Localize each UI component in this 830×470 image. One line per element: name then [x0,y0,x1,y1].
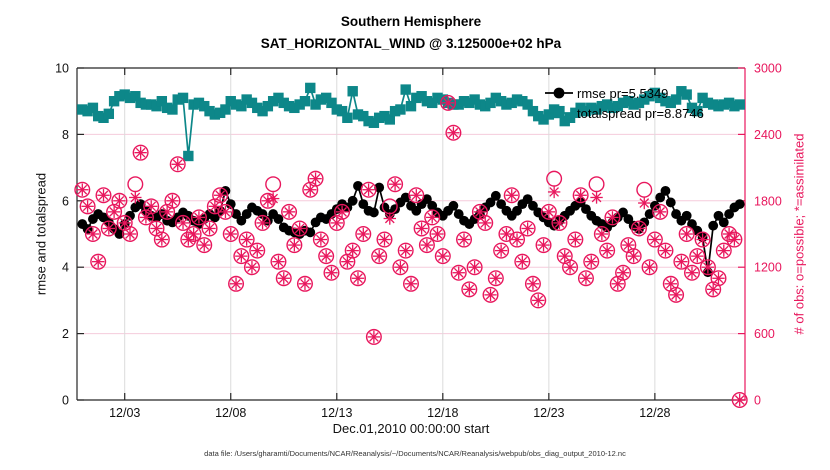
svg-text:12/08: 12/08 [215,406,246,420]
tick-labels: 0 2 4 6 8 10 0 600 1200 1800 2400 3000 12/03 12/08 12/… [55,62,782,421]
svg-text:12/13: 12/13 [321,406,352,420]
y-axis-label-right: # of obs: o=possible; *=assimilated [791,133,807,335]
svg-text:4: 4 [62,261,69,275]
svg-text:12/23: 12/23 [533,406,564,420]
svg-text:2400: 2400 [754,128,782,142]
svg-text:3000: 3000 [754,62,782,76]
series-obs [74,94,748,409]
svg-text:0: 0 [754,394,761,408]
y-axis-label-left: rmse and totalspread [33,172,49,296]
legend-entry-totalspread: totalspread pr=8.8746 [577,106,704,121]
legend-entry-rmse: rmse pr=5.5349 [577,86,669,101]
svg-text:8: 8 [62,128,69,142]
svg-text:10: 10 [55,62,69,76]
tick-marks [77,67,745,401]
legend-samples [545,87,573,119]
x-axis-label: Dec.01,2010 00:00:00 start [332,421,490,436]
svg-text:12/03: 12/03 [109,406,140,420]
svg-text:0: 0 [62,394,69,408]
chart-title: Southern Hemisphere [340,14,482,29]
svg-text:1200: 1200 [754,261,782,275]
svg-text:12/18: 12/18 [427,406,458,420]
datafile-annotation: data file: /Users/gharamti/Documents/NCA… [204,449,626,458]
svg-text:1800: 1800 [754,194,782,208]
axes-spines [76,67,746,401]
svg-text:6: 6 [62,194,69,208]
svg-text:12/28: 12/28 [639,406,670,420]
chart-subtitle: SAT_HORIZONTAL_WIND @ 3.125000e+02 hPa [260,36,562,51]
svg-text:600: 600 [754,327,775,341]
svg-text:2: 2 [62,327,69,341]
